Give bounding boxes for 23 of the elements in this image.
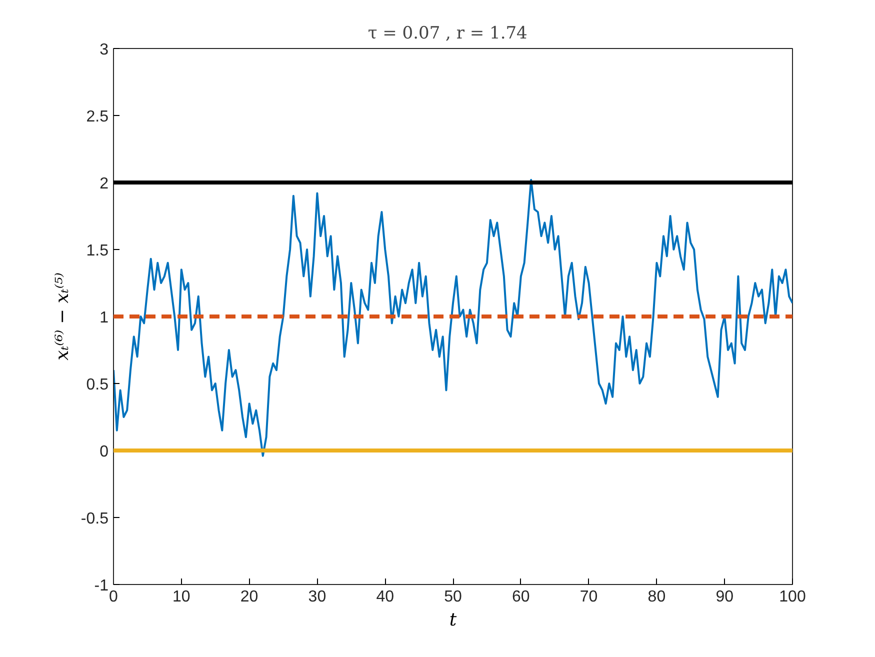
y-tick-label: -1 — [94, 578, 109, 594]
x-tick-label: 20 — [240, 588, 258, 606]
x-tick-label: 60 — [512, 588, 530, 606]
x-tick-label: 90 — [716, 588, 734, 606]
y-tick-label: 1 — [100, 310, 109, 326]
x-axis-title: t — [449, 610, 458, 630]
x-tick-label: 30 — [308, 588, 326, 606]
y-tick-label: -0.5 — [80, 510, 109, 528]
y-tick-label: 0.5 — [86, 376, 109, 394]
y-tick-label: 2 — [100, 176, 109, 192]
x-tick-label: 50 — [444, 588, 462, 606]
y-tick-label: 3 — [100, 42, 109, 58]
chart-title: τ = 0.07 , r = 1.74 — [368, 24, 528, 44]
line-series — [114, 178, 792, 457]
x-tick-label: 70 — [580, 588, 598, 606]
x-tick-label: 40 — [376, 588, 394, 606]
y-axis-title: xₜ⁽⁶⁾ − xₜ⁽⁵⁾ — [52, 272, 73, 360]
x-tick-label: 100 — [779, 588, 806, 606]
y-tick-label: 2.5 — [86, 108, 109, 126]
y-tick-label: 0 — [100, 444, 109, 460]
y-tick-label: 1.5 — [86, 242, 109, 260]
x-tick-label: 10 — [172, 588, 190, 606]
x-tick-label: 80 — [648, 588, 666, 606]
